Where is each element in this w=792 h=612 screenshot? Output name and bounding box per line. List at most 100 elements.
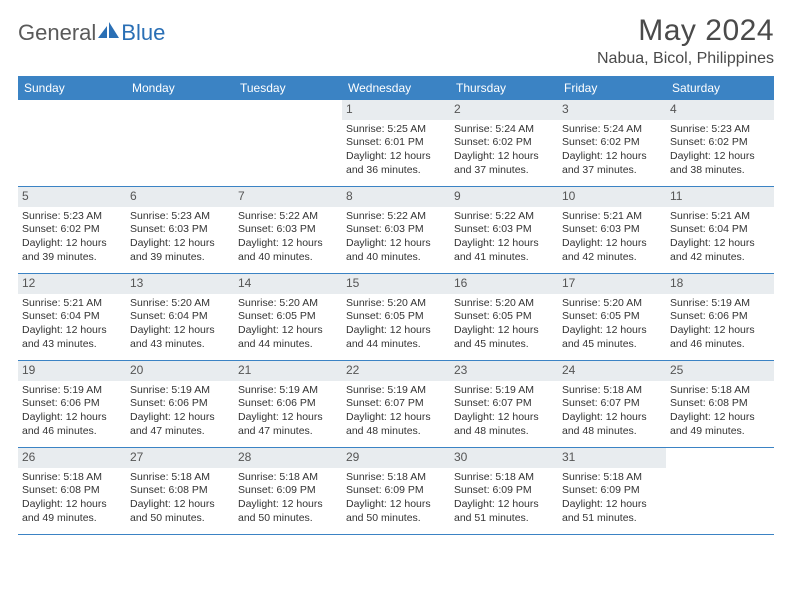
day-number: 28 [234, 448, 342, 468]
day-d1: Daylight: 12 hours [346, 237, 446, 251]
day-d2: and 50 minutes. [346, 512, 446, 526]
calendar-day: 17Sunrise: 5:20 AMSunset: 6:05 PMDayligh… [558, 274, 666, 360]
day-d1: Daylight: 12 hours [454, 150, 554, 164]
calendar-day: 21Sunrise: 5:19 AMSunset: 6:06 PMDayligh… [234, 361, 342, 447]
day-d2: and 40 minutes. [346, 251, 446, 265]
calendar-day: 8Sunrise: 5:22 AMSunset: 6:03 PMDaylight… [342, 187, 450, 273]
day-sunset: Sunset: 6:08 PM [22, 484, 122, 498]
day-number: 24 [558, 361, 666, 381]
day-sunset: Sunset: 6:05 PM [454, 310, 554, 324]
day-d2: and 43 minutes. [22, 338, 122, 352]
day-d2: and 48 minutes. [346, 425, 446, 439]
day-sunset: Sunset: 6:02 PM [670, 136, 770, 150]
day-sunrise: Sunrise: 5:24 AM [562, 123, 662, 137]
day-d1: Daylight: 12 hours [562, 498, 662, 512]
day-d1: Daylight: 12 hours [22, 324, 122, 338]
day-d1: Daylight: 12 hours [238, 237, 338, 251]
day-sunrise: Sunrise: 5:23 AM [670, 123, 770, 137]
day-sunrise: Sunrise: 5:21 AM [670, 210, 770, 224]
day-d2: and 45 minutes. [454, 338, 554, 352]
calendar-week: 5Sunrise: 5:23 AMSunset: 6:02 PMDaylight… [18, 187, 774, 274]
calendar-day: 25Sunrise: 5:18 AMSunset: 6:08 PMDayligh… [666, 361, 774, 447]
day-number: 29 [342, 448, 450, 468]
title-block: May 2024 Nabua, Bicol, Philippines [597, 14, 774, 68]
day-number: 19 [18, 361, 126, 381]
calendar-day: 6Sunrise: 5:23 AMSunset: 6:03 PMDaylight… [126, 187, 234, 273]
calendar-day: 26Sunrise: 5:18 AMSunset: 6:08 PMDayligh… [18, 448, 126, 534]
day-d2: and 48 minutes. [454, 425, 554, 439]
day-number: 13 [126, 274, 234, 294]
calendar-day: 10Sunrise: 5:21 AMSunset: 6:03 PMDayligh… [558, 187, 666, 273]
calendar-day: 29Sunrise: 5:18 AMSunset: 6:09 PMDayligh… [342, 448, 450, 534]
day-d1: Daylight: 12 hours [454, 411, 554, 425]
day-number: 8 [342, 187, 450, 207]
calendar-day [666, 448, 774, 534]
weekday-header: Wednesday [342, 76, 450, 100]
day-sunset: Sunset: 6:07 PM [346, 397, 446, 411]
day-sunset: Sunset: 6:07 PM [454, 397, 554, 411]
day-sunrise: Sunrise: 5:18 AM [562, 384, 662, 398]
calendar-day: 30Sunrise: 5:18 AMSunset: 6:09 PMDayligh… [450, 448, 558, 534]
day-sunrise: Sunrise: 5:19 AM [346, 384, 446, 398]
calendar-day: 12Sunrise: 5:21 AMSunset: 6:04 PMDayligh… [18, 274, 126, 360]
day-d1: Daylight: 12 hours [346, 324, 446, 338]
day-d2: and 39 minutes. [22, 251, 122, 265]
day-d1: Daylight: 12 hours [130, 237, 230, 251]
day-d1: Daylight: 12 hours [562, 324, 662, 338]
day-number: 5 [18, 187, 126, 207]
calendar-day: 2Sunrise: 5:24 AMSunset: 6:02 PMDaylight… [450, 100, 558, 186]
day-sunset: Sunset: 6:04 PM [130, 310, 230, 324]
day-sunrise: Sunrise: 5:23 AM [130, 210, 230, 224]
day-sunrise: Sunrise: 5:20 AM [346, 297, 446, 311]
day-number: 6 [126, 187, 234, 207]
day-number: 3 [558, 100, 666, 120]
day-sunrise: Sunrise: 5:25 AM [346, 123, 446, 137]
day-d2: and 39 minutes. [130, 251, 230, 265]
day-sunset: Sunset: 6:06 PM [238, 397, 338, 411]
weekday-header: Saturday [666, 76, 774, 100]
day-d1: Daylight: 12 hours [346, 498, 446, 512]
day-d2: and 46 minutes. [670, 338, 770, 352]
day-d1: Daylight: 12 hours [346, 411, 446, 425]
day-number: 15 [342, 274, 450, 294]
day-sunset: Sunset: 6:05 PM [346, 310, 446, 324]
day-sunrise: Sunrise: 5:20 AM [238, 297, 338, 311]
calendar-day: 11Sunrise: 5:21 AMSunset: 6:04 PMDayligh… [666, 187, 774, 273]
day-d1: Daylight: 12 hours [670, 411, 770, 425]
day-sunset: Sunset: 6:07 PM [562, 397, 662, 411]
day-d1: Daylight: 12 hours [670, 237, 770, 251]
calendar-day: 23Sunrise: 5:19 AMSunset: 6:07 PMDayligh… [450, 361, 558, 447]
weekday-header: Tuesday [234, 76, 342, 100]
day-d1: Daylight: 12 hours [22, 237, 122, 251]
day-sunset: Sunset: 6:09 PM [454, 484, 554, 498]
day-sunrise: Sunrise: 5:18 AM [130, 471, 230, 485]
logo-text-1: General [18, 20, 96, 46]
calendar-day: 9Sunrise: 5:22 AMSunset: 6:03 PMDaylight… [450, 187, 558, 273]
day-number: 25 [666, 361, 774, 381]
day-sunrise: Sunrise: 5:19 AM [670, 297, 770, 311]
day-d1: Daylight: 12 hours [562, 411, 662, 425]
logo: General Blue [18, 20, 165, 46]
day-number: 31 [558, 448, 666, 468]
day-sunrise: Sunrise: 5:20 AM [562, 297, 662, 311]
day-d2: and 37 minutes. [562, 164, 662, 178]
day-sunset: Sunset: 6:01 PM [346, 136, 446, 150]
day-d2: and 50 minutes. [238, 512, 338, 526]
day-d2: and 40 minutes. [238, 251, 338, 265]
day-d2: and 44 minutes. [346, 338, 446, 352]
day-sunset: Sunset: 6:03 PM [454, 223, 554, 237]
day-sunrise: Sunrise: 5:19 AM [454, 384, 554, 398]
day-d2: and 47 minutes. [238, 425, 338, 439]
day-d2: and 49 minutes. [22, 512, 122, 526]
day-sunrise: Sunrise: 5:23 AM [22, 210, 122, 224]
day-number: 12 [18, 274, 126, 294]
calendar-day: 14Sunrise: 5:20 AMSunset: 6:05 PMDayligh… [234, 274, 342, 360]
day-d2: and 41 minutes. [454, 251, 554, 265]
calendar-day: 27Sunrise: 5:18 AMSunset: 6:08 PMDayligh… [126, 448, 234, 534]
weekday-header: Sunday [18, 76, 126, 100]
day-sunset: Sunset: 6:08 PM [130, 484, 230, 498]
day-number: 7 [234, 187, 342, 207]
day-number: 20 [126, 361, 234, 381]
logo-sail-icon [98, 20, 120, 46]
day-sunrise: Sunrise: 5:21 AM [22, 297, 122, 311]
